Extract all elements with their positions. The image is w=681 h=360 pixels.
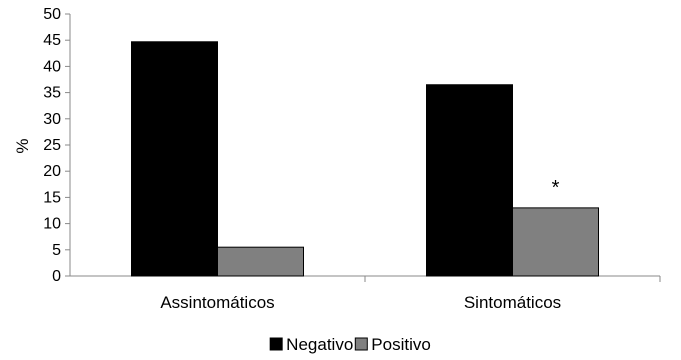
y-tick-label: 5: [52, 242, 61, 259]
y-tick-label: 20: [43, 163, 61, 180]
y-tick-label: 45: [43, 32, 61, 49]
bar-positivo-1: [512, 207, 599, 277]
legend-label-positivo: Positivo: [371, 335, 431, 354]
plot-area: 0 5 10 15 20 25 30 35 40 45 50 Assintomáticos Sintom…: [43, 6, 661, 312]
legend: Negativo Positivo: [269, 335, 431, 354]
y-tick-label: 0: [52, 268, 61, 285]
y-tick-label: 25: [43, 137, 61, 154]
y-tick-label: 40: [43, 58, 61, 75]
y-axis-label: %: [13, 138, 32, 153]
x-category-label: Sintomáticos: [464, 293, 561, 312]
y-tick-label: 50: [43, 6, 61, 23]
y-tick-label: 35: [43, 85, 61, 102]
bar-negativo-1: [426, 84, 513, 277]
y-tick-label: 10: [43, 216, 61, 233]
bar-negativo-0: [131, 41, 218, 277]
legend-swatch-negativo: [269, 337, 283, 351]
y-tick-label: 30: [43, 111, 61, 128]
bar-positivo-0: [217, 246, 304, 277]
significance-annotation: *: [552, 177, 560, 199]
y-tick-label: 15: [43, 189, 61, 206]
legend-swatch-positivo: [354, 337, 368, 351]
legend-label-negativo: Negativo: [286, 335, 353, 354]
x-category-label: Assintomáticos: [160, 293, 274, 312]
